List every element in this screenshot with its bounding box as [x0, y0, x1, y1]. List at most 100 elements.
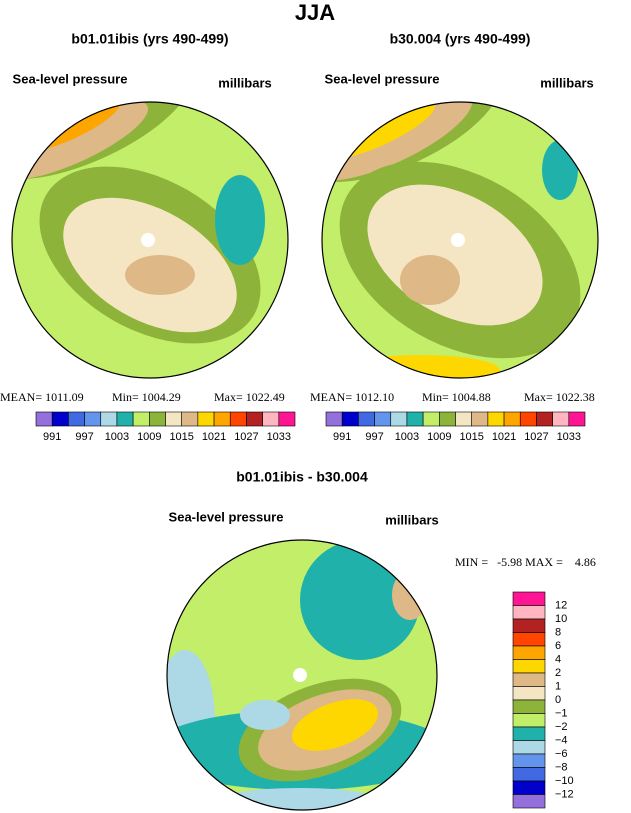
map [167, 540, 437, 810]
colorbar-box [512, 767, 546, 782]
map-border [321, 101, 599, 379]
colorbar-label: −2 [555, 721, 568, 733]
colorbar-box [325, 411, 343, 427]
colorbar-label: 1027 [234, 431, 258, 443]
colorbar-label: 0 [555, 694, 561, 706]
map-border [11, 101, 289, 379]
colorbar-box [422, 411, 440, 427]
colorbar-label: −6 [555, 748, 568, 760]
colorbar-label: 1033 [267, 431, 291, 443]
colorbar-box [197, 411, 215, 427]
colorbar-label: 1 [555, 680, 561, 692]
colorbar-label: −10 [555, 775, 574, 787]
colorbar-box [229, 411, 247, 427]
colorbar-box [439, 411, 456, 427]
colorbar-box [519, 411, 537, 427]
units-label: millibars [385, 512, 438, 527]
colorbar-box [213, 411, 231, 427]
colorbar-box [512, 713, 546, 728]
contour-region [240, 700, 290, 730]
colorbar-box [512, 605, 546, 620]
colorbar-label: 1009 [137, 431, 161, 443]
contour-region [340, 355, 500, 378]
units-label: millibars [218, 75, 271, 90]
colorbar-box [487, 411, 505, 427]
colorbar-label: 4 [555, 653, 561, 665]
colorbar-box [165, 411, 182, 427]
colorbar-box [116, 411, 134, 427]
contour-region [292, 699, 378, 751]
stat-min: Min= 1004.29 [112, 390, 181, 404]
stat-mean: MEAN= 1012.10 [310, 390, 394, 404]
contour-region [215, 175, 265, 265]
pole [141, 233, 155, 247]
colorbar-box [512, 672, 546, 687]
colorbar-box [68, 411, 85, 427]
colorbar-label: 991 [333, 431, 351, 443]
colorbar-box [181, 411, 199, 427]
colorbar-label: −4 [555, 734, 568, 746]
colorbar-box [132, 411, 150, 427]
stat-range: MIN = -5.98 MAX = 4.86 [455, 555, 596, 569]
variable-label: Sea-level pressure [169, 509, 284, 524]
colorbar-box [358, 411, 375, 427]
colorbar-label: 1021 [202, 431, 226, 443]
colorbar-label: 997 [75, 431, 93, 443]
variable-label: Sea-level pressure [325, 71, 440, 86]
colorbar-box [512, 686, 546, 701]
colorbar-label: 1027 [524, 431, 548, 443]
panel-title: b30.004 (yrs 490-499) [390, 31, 531, 47]
colorbar-box [552, 411, 570, 427]
colorbar-box [512, 780, 546, 795]
colorbar-label: 1015 [459, 431, 483, 443]
colorbar-box [455, 411, 472, 427]
colorbar-box [471, 411, 489, 427]
colorbar-box [262, 411, 280, 427]
colorbar-box [35, 411, 53, 427]
colorbar-box [341, 411, 359, 427]
contour-region [542, 140, 578, 200]
colorbar-label: 1003 [395, 431, 419, 443]
colorbar-box [568, 411, 586, 427]
stat-mean: MEAN= 1011.09 [0, 390, 84, 404]
colorbar-box [512, 699, 546, 714]
colorbar-box [84, 411, 102, 427]
colorbar-box [374, 411, 392, 427]
colorbar-label: 1003 [105, 431, 129, 443]
colorbar-label: 1021 [492, 431, 516, 443]
figure-title: JJA [295, 0, 335, 25]
colorbar-label: 12 [555, 599, 567, 611]
colorbar-label: 2 [555, 667, 561, 679]
colorbar-box [246, 411, 263, 427]
colorbar-box [512, 591, 546, 606]
colorbar-box [406, 411, 424, 427]
colorbar-label: 1015 [169, 431, 193, 443]
colorbar-label: −1 [555, 707, 568, 719]
colorbar-box [100, 411, 118, 427]
variable-label: Sea-level pressure [13, 71, 128, 86]
colorbar-box [51, 411, 69, 427]
panel-title: b01.01ibis - b30.004 [236, 469, 368, 485]
colorbar-label: −12 [555, 788, 574, 800]
colorbar-label: 10 [555, 613, 567, 625]
colorbar-box [512, 794, 546, 809]
contour-region [125, 255, 195, 295]
colorbar-label: 997 [365, 431, 383, 443]
stat-max: Max= 1022.49 [214, 390, 285, 404]
colorbar-box [503, 411, 521, 427]
pole [451, 233, 465, 247]
contour-region [400, 255, 460, 305]
pole [293, 668, 307, 682]
colorbar-label: 8 [555, 626, 561, 638]
stat-max: Max= 1022.38 [524, 390, 595, 404]
colorbar-box [512, 753, 546, 768]
colorbar-box [512, 632, 546, 647]
colorbar-box [512, 740, 546, 755]
colorbar-box [512, 618, 546, 633]
colorbar-label: 991 [43, 431, 61, 443]
units-label: millibars [540, 75, 593, 90]
colorbar-box [278, 411, 296, 427]
colorbar-label: 1009 [427, 431, 451, 443]
colorbar-box [149, 411, 166, 427]
